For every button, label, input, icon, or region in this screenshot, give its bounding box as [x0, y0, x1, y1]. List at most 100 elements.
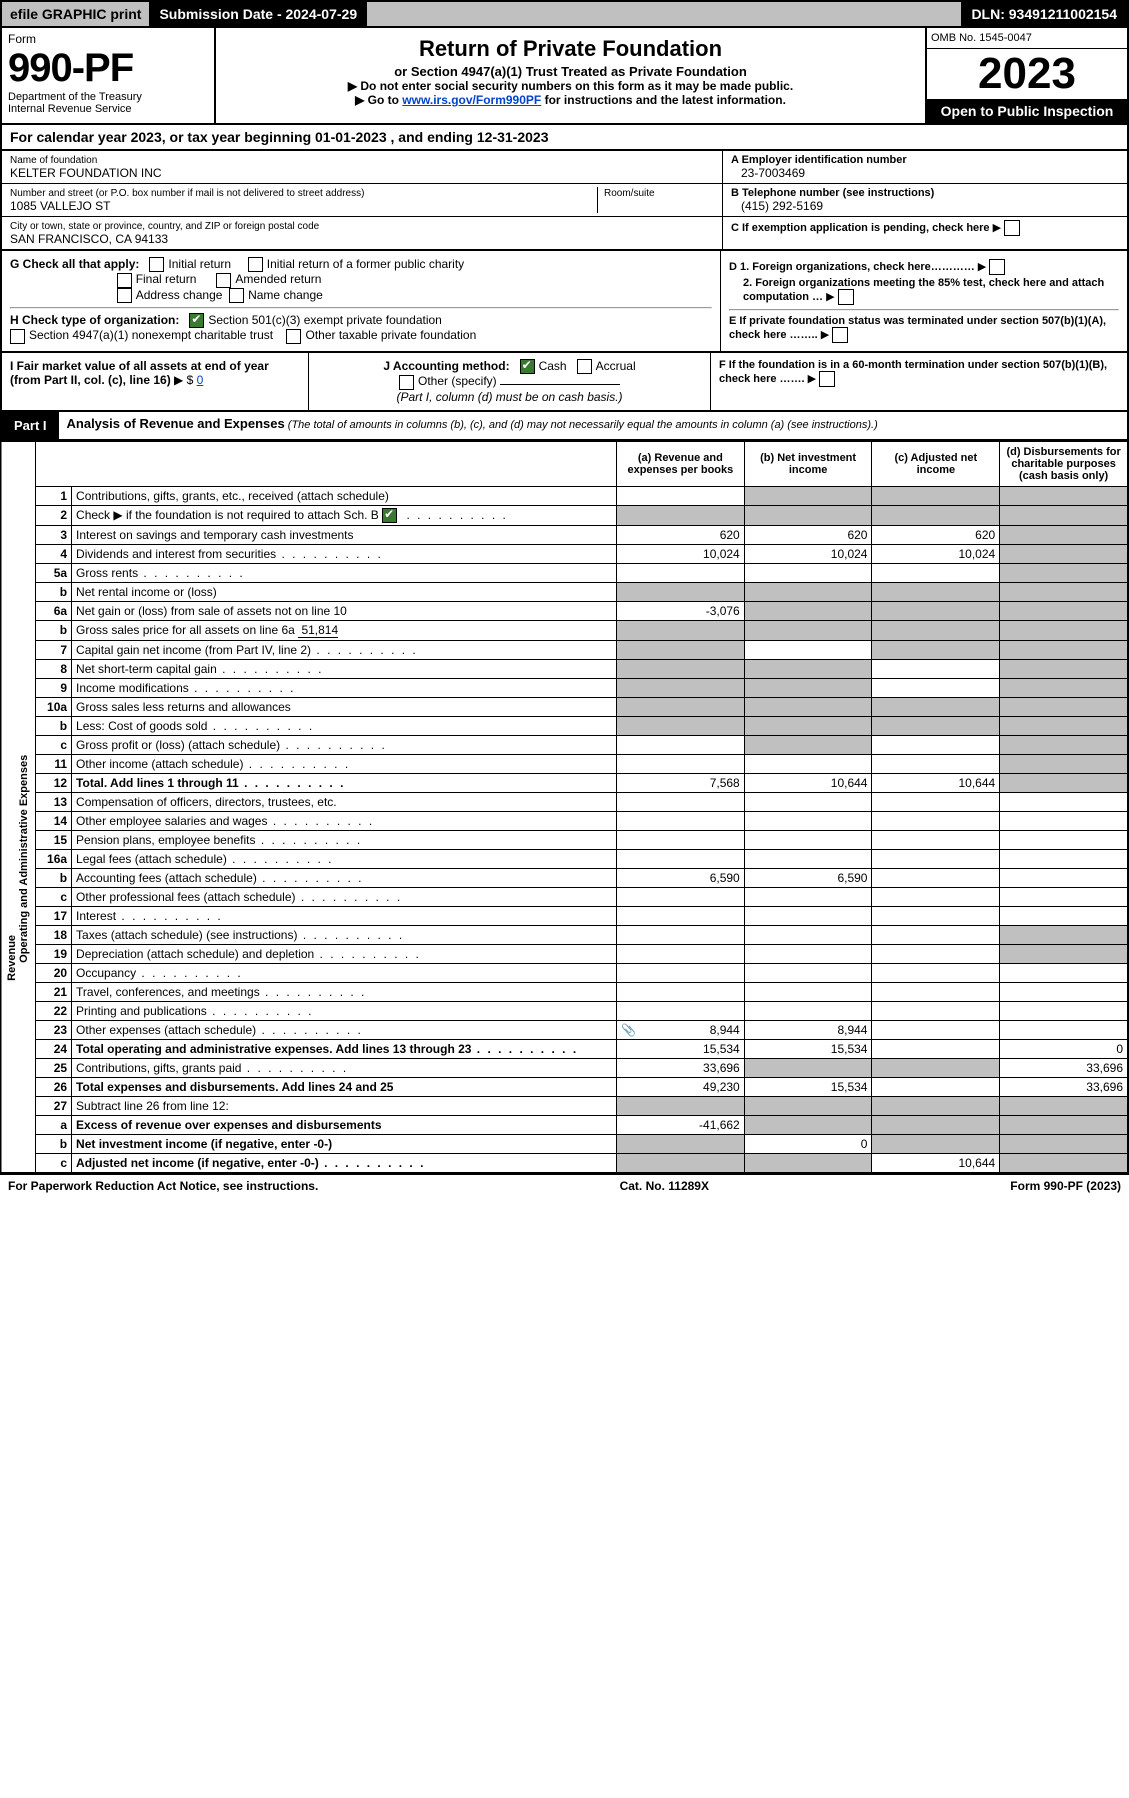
- r23a: 8,944: [710, 1023, 740, 1037]
- cb-accrual[interactable]: [577, 359, 592, 374]
- h-opt-2: Section 4947(a)(1) nonexempt charitable …: [29, 328, 273, 342]
- table-row: 15Pension plans, employee benefits: [1, 830, 1128, 849]
- table-row: 16aLegal fees (attach schedule): [1, 849, 1128, 868]
- topbar-spacer: [367, 2, 963, 26]
- g-opt-0: Initial return: [168, 257, 231, 271]
- cb-schB[interactable]: [382, 508, 397, 523]
- part1-title: Analysis of Revenue and Expenses: [67, 416, 285, 431]
- cb-amended[interactable]: [216, 273, 231, 288]
- phone-value: (415) 292-5169: [731, 199, 823, 213]
- table-row: 13Compensation of officers, directors, t…: [1, 792, 1128, 811]
- table-row: 9Income modifications: [1, 678, 1128, 697]
- c-checkbox[interactable]: [1004, 220, 1020, 236]
- cb-other[interactable]: [399, 375, 414, 390]
- attach-icon[interactable]: 📎: [621, 1023, 636, 1037]
- col-header-row: Revenue Operating and Administrative Exp…: [1, 441, 1128, 486]
- room-label: Room/suite: [604, 188, 655, 199]
- dept: Department of the Treasury: [8, 91, 208, 103]
- city-label: City or town, state or province, country…: [10, 221, 319, 232]
- cb-501c3[interactable]: [189, 313, 204, 328]
- cb-initial-former[interactable]: [248, 257, 263, 272]
- f-label: F If the foundation is in a 60-month ter…: [719, 359, 1107, 385]
- table-row: 27Subtract line 26 from line 12:: [1, 1096, 1128, 1115]
- i-label: I Fair market value of all assets at end…: [10, 359, 269, 387]
- h-opt-3: Other taxable private foundation: [305, 328, 476, 342]
- d1-label: D 1. Foreign organizations, check here………: [729, 261, 975, 273]
- foundation-name: KELTER FOUNDATION INC: [10, 166, 162, 180]
- phone-label: B Telephone number (see instructions): [731, 187, 934, 199]
- table-row: 12Total. Add lines 1 through 117,56810,6…: [1, 773, 1128, 792]
- d2-label: 2. Foreign organizations meeting the 85%…: [743, 277, 1104, 303]
- g-opt-4: Amended return: [235, 272, 321, 286]
- cb-name-change[interactable]: [229, 288, 244, 303]
- addr-cell: Number and street (or P.O. box number if…: [2, 184, 722, 217]
- ein-value: 23-7003469: [731, 166, 805, 180]
- financial-table: Revenue Operating and Administrative Exp…: [0, 441, 1129, 1174]
- table-row: 5aGross rents: [1, 563, 1128, 582]
- part1-header: Part I Analysis of Revenue and Expenses …: [0, 412, 1129, 441]
- r6b: Gross sales price for all assets on line…: [76, 623, 295, 637]
- fmv-link[interactable]: 0: [197, 373, 204, 387]
- table-row: 20Occupancy: [1, 963, 1128, 982]
- table-row: bNet rental income or (loss): [1, 582, 1128, 601]
- name-cell: Name of foundation KELTER FOUNDATION INC: [2, 151, 722, 184]
- note-2: ▶ Go to www.irs.gov/Form990PF for instru…: [222, 93, 919, 107]
- d1-checkbox[interactable]: [989, 259, 1005, 275]
- table-row: cOther professional fees (attach schedul…: [1, 887, 1128, 906]
- ty-begin: 01-01-2023: [315, 129, 387, 145]
- table-row: 6aNet gain or (loss) from sale of assets…: [1, 601, 1128, 620]
- table-row: 18Taxes (attach schedule) (see instructi…: [1, 925, 1128, 944]
- d2-checkbox[interactable]: [838, 289, 854, 305]
- part1-desc: Analysis of Revenue and Expenses (The to…: [59, 412, 1127, 439]
- city-cell: City or town, state or province, country…: [2, 217, 722, 249]
- footer-mid: Cat. No. 11289X: [620, 1179, 709, 1193]
- table-row: bLess: Cost of goods sold: [1, 716, 1128, 735]
- c-cell: C If exemption application is pending, c…: [723, 217, 1127, 239]
- cb-address-change[interactable]: [117, 288, 132, 303]
- table-row: 7Capital gain net income (from Part IV, …: [1, 640, 1128, 659]
- side-rev: Revenue: [6, 748, 18, 1168]
- footer: For Paperwork Reduction Act Notice, see …: [0, 1174, 1129, 1197]
- f-checkbox[interactable]: [819, 371, 835, 387]
- r6b-amt: 51,814: [298, 623, 338, 638]
- note2-prefix: ▶ Go to: [355, 93, 402, 107]
- cb-final-return[interactable]: [117, 273, 132, 288]
- side-label-revenue: Revenue Operating and Administrative Exp…: [1, 441, 36, 1173]
- table-row: 21Travel, conferences, and meetings: [1, 982, 1128, 1001]
- h-label: H Check type of organization:: [10, 313, 179, 327]
- foundation-info: Name of foundation KELTER FOUNDATION INC…: [0, 151, 1129, 251]
- addr-label: Number and street (or P.O. box number if…: [10, 188, 364, 199]
- table-row: 23Other expenses (attach schedule)📎8,944…: [1, 1020, 1128, 1039]
- instructions-link[interactable]: www.irs.gov/Form990PF: [402, 93, 541, 107]
- table-row: 8Net short-term capital gain: [1, 659, 1128, 678]
- e-label: E If private foundation status was termi…: [729, 315, 1106, 341]
- ein-label: A Employer identification number: [731, 154, 907, 166]
- g-opt-5: Name change: [248, 288, 323, 302]
- form-header: Form 990-PF Department of the Treasury I…: [0, 26, 1129, 125]
- part1-note: (The total of amounts in columns (b), (c…: [288, 419, 878, 431]
- ty-prefix: For calendar year 2023, or tax year begi…: [10, 129, 315, 145]
- j-cash: Cash: [539, 359, 567, 373]
- table-row: 26Total expenses and disbursements. Add …: [1, 1077, 1128, 1096]
- footer-right: Form 990-PF (2023): [1010, 1179, 1121, 1193]
- phone-cell: B Telephone number (see instructions) (4…: [723, 184, 1127, 217]
- submission-date: Submission Date - 2024-07-29: [151, 2, 367, 26]
- cb-other-tax[interactable]: [286, 329, 301, 344]
- cb-4947[interactable]: [10, 329, 25, 344]
- table-row: cAdjusted net income (if negative, enter…: [1, 1153, 1128, 1173]
- cb-cash[interactable]: [520, 359, 535, 374]
- table-row: 11Other income (attach schedule): [1, 754, 1128, 773]
- header-right: OMB No. 1545-0047 2023 Open to Public In…: [925, 28, 1127, 123]
- info-right: A Employer identification number 23-7003…: [722, 151, 1127, 249]
- note-1: ▶ Do not enter social security numbers o…: [222, 79, 919, 93]
- e-checkbox[interactable]: [832, 327, 848, 343]
- r2: Check ▶ if the foundation is not require…: [76, 508, 379, 522]
- form-title: Return of Private Foundation: [222, 36, 919, 62]
- dln: DLN: 93491211002154: [963, 2, 1127, 26]
- g-opt-2: Address change: [136, 288, 223, 302]
- ty-end: 12-31-2023: [477, 129, 549, 145]
- omb-number: OMB No. 1545-0047: [927, 28, 1127, 49]
- form-number: 990-PF: [8, 46, 208, 91]
- cb-initial-return[interactable]: [149, 257, 164, 272]
- irs: Internal Revenue Service: [8, 103, 208, 115]
